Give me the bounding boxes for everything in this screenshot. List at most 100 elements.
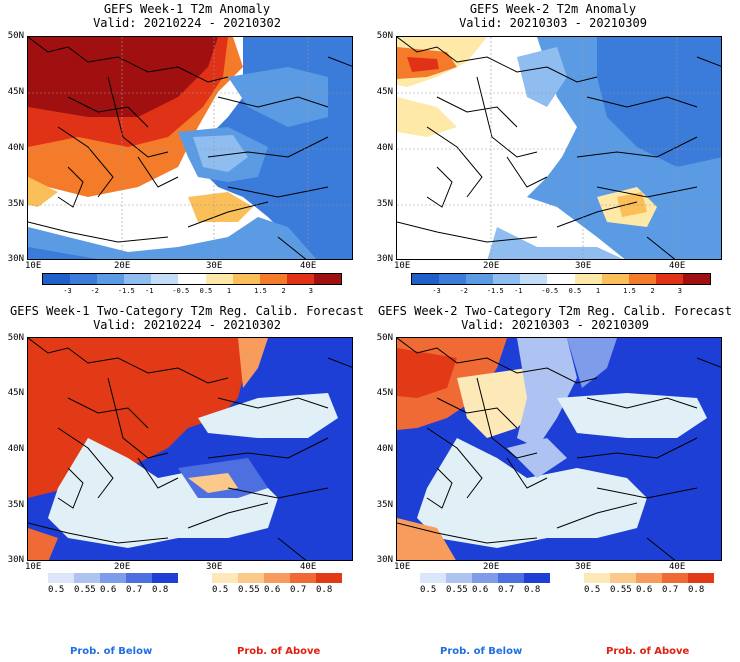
lat-label: 30N xyxy=(376,254,393,264)
colorbar-label: 0.6 xyxy=(264,585,281,595)
lon-label: 30E xyxy=(206,562,223,572)
lon-label: 40E xyxy=(669,562,686,572)
colorbar-label: 0.7 xyxy=(126,585,143,595)
colorbar-swatch xyxy=(655,274,683,284)
colorbar-label: 0.8 xyxy=(688,585,705,595)
colorbar-label: 0.6 xyxy=(472,585,489,595)
colorbar-swatch xyxy=(439,274,467,284)
colorbar-swatch xyxy=(420,573,446,583)
colorbar-swatch xyxy=(100,573,126,583)
colorbar-label: 0.5 xyxy=(212,585,229,595)
lon-label: 30E xyxy=(575,261,592,271)
colorbar-label: 0.6 xyxy=(636,585,653,595)
lon-label: 40E xyxy=(669,261,686,271)
colorbar-swatch xyxy=(264,573,290,583)
lat-label: 45N xyxy=(7,87,24,97)
lon-label: 10E xyxy=(394,261,411,271)
colorbar-swatch xyxy=(313,274,342,284)
colorbar-swatch xyxy=(178,274,206,284)
colorbar-swatch xyxy=(126,573,152,583)
map-week1-anomaly xyxy=(27,36,353,260)
lon-label: 40E xyxy=(300,261,317,271)
colorbar-swatch xyxy=(493,274,521,284)
colorbar-swatch xyxy=(232,274,260,284)
lat-label: 40N xyxy=(7,143,24,153)
anomaly-colorbar xyxy=(411,273,711,285)
colorbar-swatch xyxy=(238,573,264,583)
colorbar-label: 0.55 xyxy=(238,585,260,595)
colorbar-swatch xyxy=(466,274,494,284)
colorbar-label: 2 xyxy=(281,287,286,295)
colorbar-label: 0.55 xyxy=(610,585,632,595)
colorbar-swatch xyxy=(152,573,178,583)
colorbar-swatch xyxy=(688,573,714,583)
colorbar-swatch xyxy=(628,274,656,284)
lat-label: 50N xyxy=(376,333,393,343)
colorbar-label: -1.5 xyxy=(117,287,135,295)
colorbar-label: 0.6 xyxy=(100,585,117,595)
colorbar-label: -0.5 xyxy=(541,287,559,295)
lon-label: 10E xyxy=(25,562,42,572)
colorbar-label: 3 xyxy=(308,287,313,295)
colorbar-label: 1 xyxy=(226,287,232,295)
colorbar-swatch xyxy=(682,274,711,284)
lat-label: 30N xyxy=(7,555,24,565)
colorbar-label: -2 xyxy=(459,287,468,295)
anomaly-colorbar xyxy=(42,273,342,285)
prob-above-caption: Prob. of Above xyxy=(237,646,321,657)
colorbar-label: 3 xyxy=(677,287,682,295)
colorbar-label: 0.5 xyxy=(420,585,437,595)
colorbar-label: 2 xyxy=(650,287,655,295)
colorbar-label: 0.7 xyxy=(290,585,307,595)
prob-below-caption: Prob. of Below xyxy=(70,646,153,657)
colorbar-label: 0.5 xyxy=(568,287,582,295)
colorbar-label: -0.5 xyxy=(172,287,190,295)
lon-label: 20E xyxy=(114,261,131,271)
lat-label: 45N xyxy=(376,388,393,398)
panel4-title: GEFS Week-2 Two-Category T2m Reg. Calib.… xyxy=(378,304,733,332)
colorbar-label: 1.5 xyxy=(254,287,267,295)
colorbar-label: -3 xyxy=(432,287,441,295)
prob-above-caption: Prob. of Above xyxy=(606,646,690,657)
lon-label: 10E xyxy=(394,562,411,572)
prob-above-colorbar xyxy=(584,573,714,583)
colorbar-label: 0.55 xyxy=(74,585,96,595)
colorbar-label: 0.5 xyxy=(48,585,65,595)
colorbar-swatch xyxy=(74,573,100,583)
colorbar-swatch xyxy=(498,573,524,583)
colorbar-label: 1.5 xyxy=(623,287,636,295)
colorbar-label: -3 xyxy=(63,287,72,295)
colorbar-label: 0.8 xyxy=(524,585,541,595)
panel1-title: GEFS Week-1 T2m Anomaly Valid: 20210224 -… xyxy=(93,2,281,30)
lat-label: 45N xyxy=(376,87,393,97)
lon-label: 10E xyxy=(25,261,42,271)
lat-label: 35N xyxy=(376,500,393,510)
lat-label: 30N xyxy=(376,555,393,565)
prob-above-colorbar xyxy=(212,573,342,583)
colorbar-swatch xyxy=(48,573,74,583)
colorbar-swatch xyxy=(316,573,342,583)
colorbar-swatch xyxy=(446,573,472,583)
lon-label: 30E xyxy=(575,562,592,572)
lon-label: 30E xyxy=(206,261,223,271)
colorbar-label: 0.5 xyxy=(199,287,213,295)
lat-label: 50N xyxy=(7,31,24,41)
colorbar-swatch xyxy=(584,573,610,583)
colorbar-swatch xyxy=(70,274,98,284)
lon-label: 40E xyxy=(300,562,317,572)
panel2-title: GEFS Week-2 T2m Anomaly Valid: 20210303 -… xyxy=(459,2,647,30)
lat-label: 50N xyxy=(376,31,393,41)
colorbar-swatch xyxy=(212,573,238,583)
lon-label: 20E xyxy=(483,562,500,572)
colorbar-label: 0.5 xyxy=(584,585,601,595)
colorbar-label: 0.8 xyxy=(316,585,333,595)
colorbar-label: -1 xyxy=(514,287,523,295)
lat-label: 40N xyxy=(376,143,393,153)
colorbar-swatch xyxy=(472,573,498,583)
prob-below-colorbar xyxy=(48,573,178,583)
colorbar-swatch xyxy=(412,274,440,284)
lat-label: 50N xyxy=(7,333,24,343)
lat-label: 35N xyxy=(7,199,24,209)
colorbar-label: 1 xyxy=(595,287,601,295)
lon-label: 20E xyxy=(114,562,131,572)
